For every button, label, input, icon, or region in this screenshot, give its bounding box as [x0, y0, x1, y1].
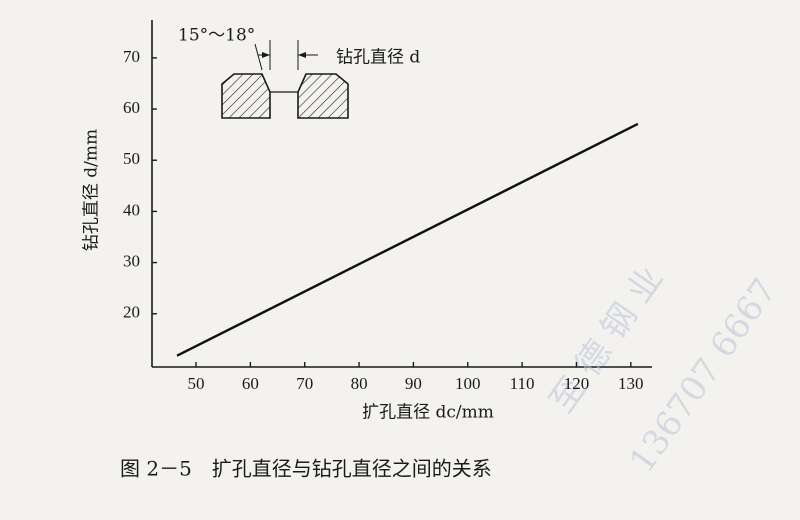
inset-diagram [221, 40, 349, 119]
watermark: 至 德 钢 业 [542, 259, 671, 420]
y-tick-label: 50 [123, 149, 140, 168]
caption: 图 2－5 扩孔直径与钻孔直径之间的关系 [120, 457, 492, 481]
y-tick-label: 70 [123, 47, 140, 66]
x-tick-label: 80 [351, 374, 368, 393]
x-tick-label: 130 [618, 374, 644, 393]
angle-label: 15°～18° [178, 26, 255, 46]
x-tick-label: 100 [455, 374, 481, 393]
y-tick-label: 40 [123, 200, 140, 219]
y-tick-label: 20 [123, 303, 140, 322]
y-tick-label: 60 [123, 98, 140, 117]
diameter-label: 钻孔直径 d [336, 48, 420, 68]
data-line [176, 122, 639, 357]
x-tick-label: 90 [405, 374, 422, 393]
x-tick-label: 60 [242, 374, 259, 393]
x-tick-label: 110 [510, 374, 535, 393]
y-axis-label: 钻孔直径 d/mm [82, 129, 102, 251]
x-tick-label: 70 [296, 374, 313, 393]
y-tick-label: 30 [123, 251, 140, 270]
x-tick-label: 50 [188, 374, 205, 393]
x-axis-label: 扩孔直径 dc/mm [362, 403, 494, 423]
x-tick-label: 120 [564, 374, 590, 393]
